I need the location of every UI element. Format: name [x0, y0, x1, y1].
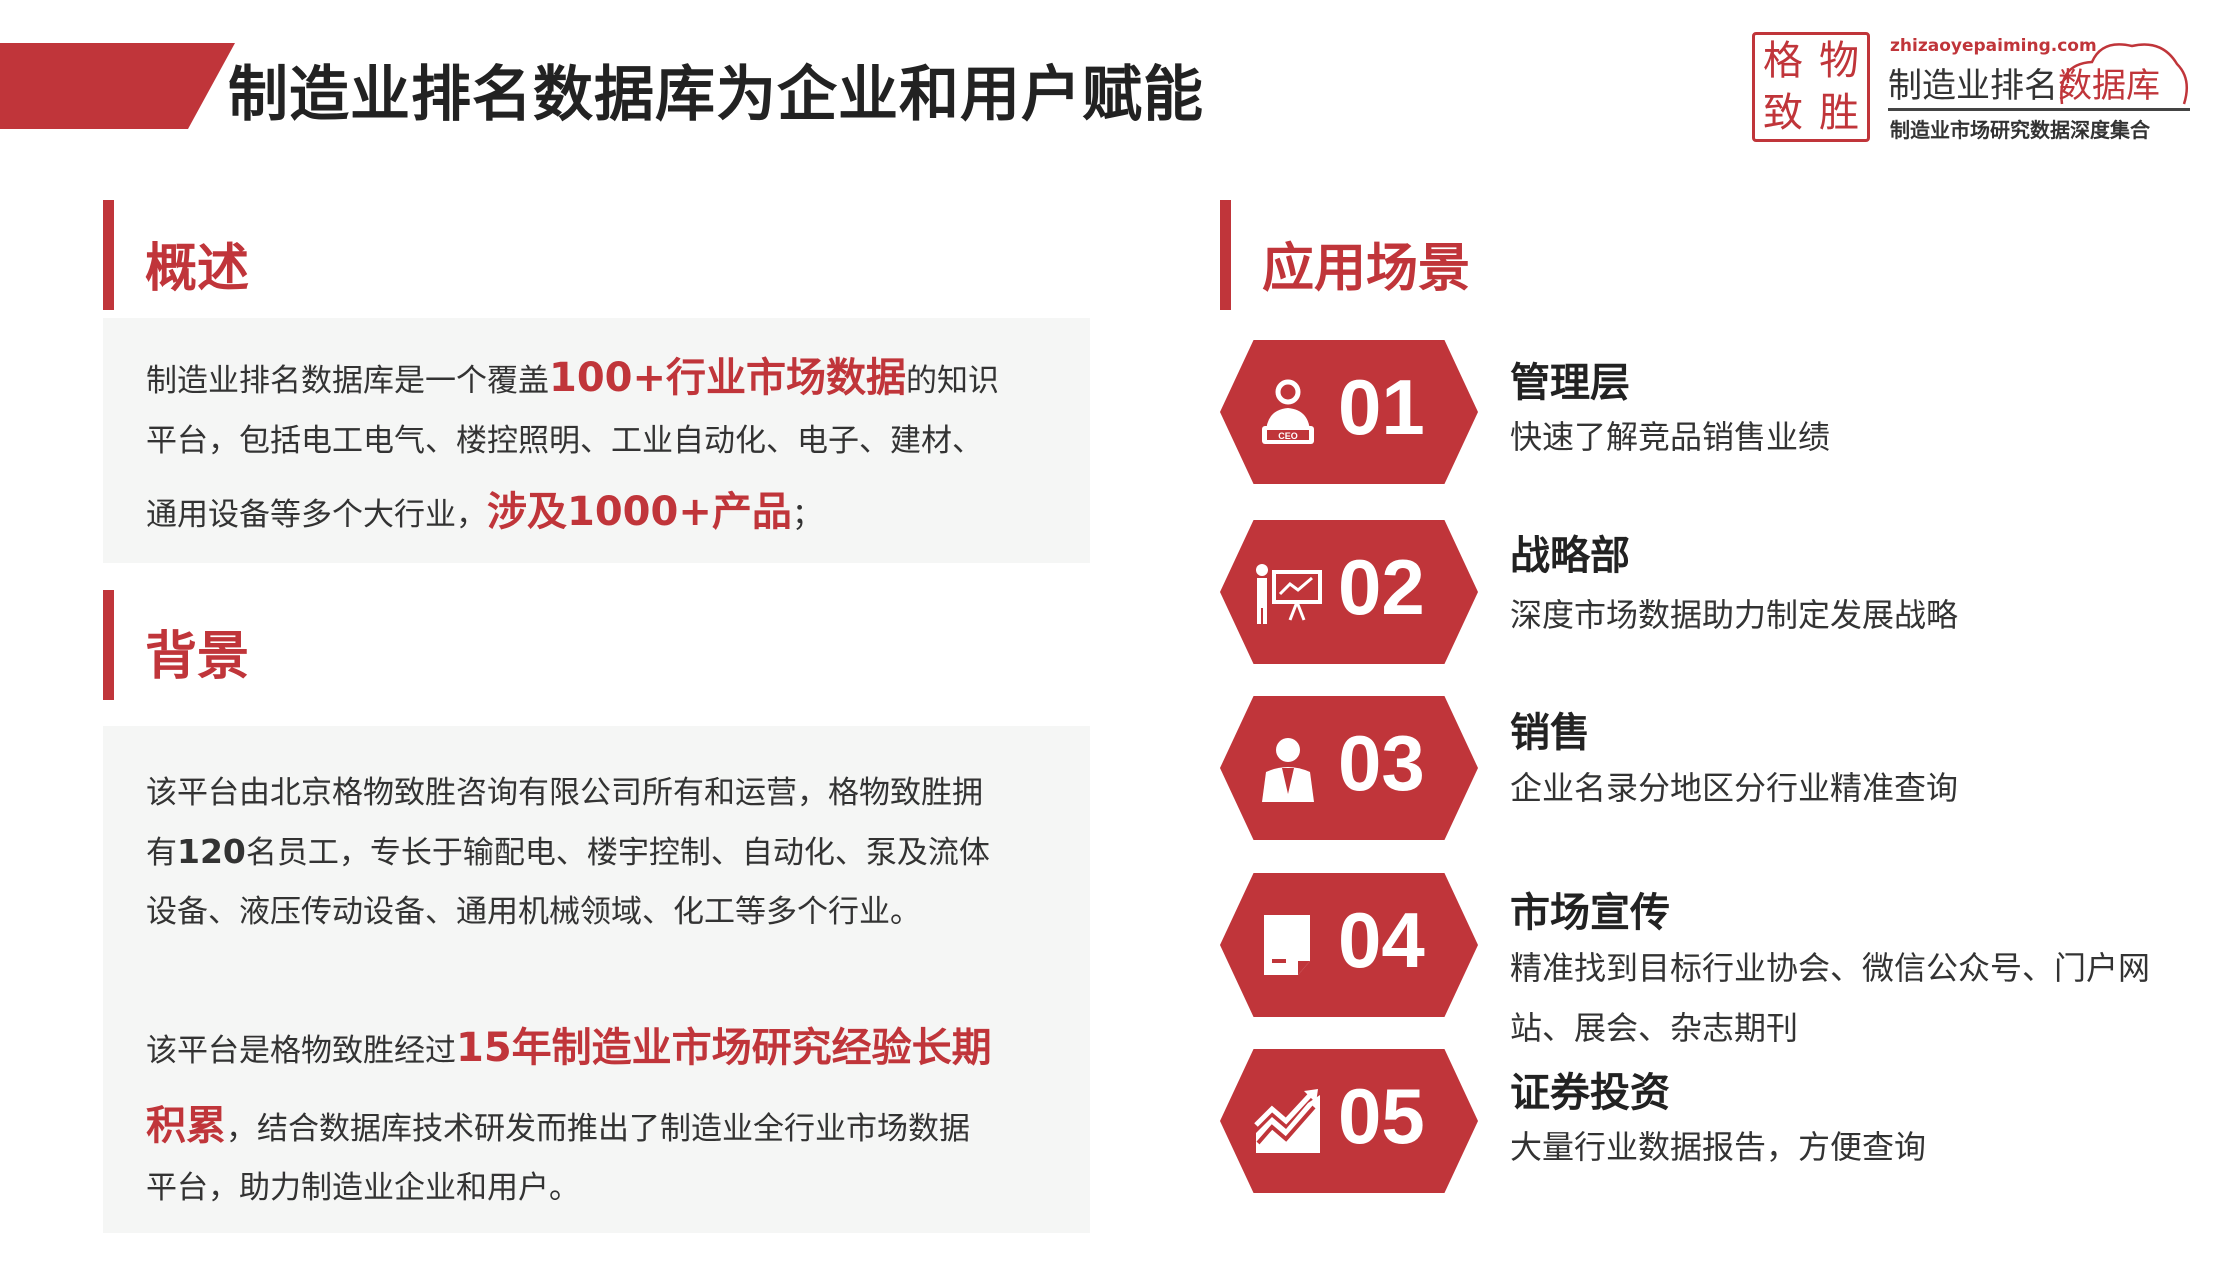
- overview-line: 制造业排名数据库是一个覆盖100+行业市场数据的知识: [146, 348, 999, 411]
- scenario-badge-04: 04: [1220, 873, 1478, 1017]
- background-line: 平台，助力制造业企业和用户。: [146, 1170, 580, 1206]
- logo-divider: [1888, 108, 2190, 111]
- scenario-number: 03: [1338, 719, 1425, 807]
- scenario-desc: 深度市场数据助力制定发展战略: [1510, 596, 1959, 634]
- overview-heading: 概述: [145, 239, 250, 299]
- text: 120: [177, 832, 246, 871]
- scenario-desc: 精准找到目标行业协会、微信公众号、门户网: [1510, 949, 2151, 987]
- logo-seal: 格物致胜: [1752, 32, 1870, 142]
- presentation-icon: [1256, 564, 1322, 624]
- text: ；: [791, 497, 823, 533]
- section-marker: [103, 590, 114, 700]
- scenario-number: 05: [1338, 1072, 1425, 1160]
- background-line: 该平台由北京格物致胜咨询有限公司所有和运营，格物致胜拥: [146, 775, 983, 811]
- logo-url: zhizaoyepaiming.com: [1890, 36, 2097, 56]
- overview-line: 平台，包括电工电气、楼控照明、工业自动化、电子、建材、: [146, 423, 983, 459]
- background-box: 该平台由北京格物致胜咨询有限公司所有和运营，格物致胜拥 有120名员工，专长于输…: [103, 726, 1090, 1233]
- text: 有: [146, 835, 177, 871]
- background-line: 设备、液压传动设备、通用机械领域、化工等多个行业。: [146, 894, 921, 930]
- background-line: 该平台是格物致胜经过15年制造业市场研究经验长期: [146, 1018, 992, 1081]
- scenario-desc: 站、展会、杂志期刊: [1510, 1009, 1799, 1047]
- scenario-desc: 企业名录分地区分行业精准查询: [1510, 769, 1959, 807]
- seal-char: 胜: [1819, 90, 1859, 136]
- highlight: 涉及1000+产品: [487, 489, 792, 535]
- cloud-icon: [2060, 43, 2189, 105]
- seal-char: 致: [1763, 90, 1803, 136]
- highlight: 积累: [146, 1103, 226, 1149]
- scenario-desc: 大量行业数据报告，方便查询: [1510, 1128, 1927, 1166]
- logo-tagline: 制造业市场研究数据深度集合: [1890, 118, 2150, 142]
- scenario-badge-02: 02: [1220, 520, 1478, 664]
- scenario-badge-01: CEO 01: [1220, 340, 1478, 484]
- section-marker: [1220, 200, 1231, 310]
- background-line: 有120名员工，专长于输配电、楼宇控制、自动化、泵及流体: [146, 827, 990, 878]
- ceo-icon: CEO: [1262, 379, 1314, 444]
- logo-name-red: 数据库: [2058, 66, 2160, 106]
- overview-box: 制造业排名数据库是一个覆盖100+行业市场数据的知识 平台，包括电工电气、楼控照…: [103, 318, 1090, 563]
- header-banner: [0, 43, 235, 129]
- scenario-number: 04: [1338, 896, 1425, 984]
- seal-char: 格: [1763, 38, 1803, 84]
- logo: 格物致胜 zhizaoyepaiming.com 制造业排名数据库 制造业市场研…: [1752, 32, 2192, 144]
- text: ，结合数据库技术研发而推出了制造业全行业市场数据: [226, 1111, 970, 1147]
- scenario-desc: 快速了解竞品销售业绩: [1510, 418, 1831, 456]
- scenario-badge-03: 03: [1220, 696, 1478, 840]
- scenario-badge-05: 05: [1220, 1049, 1478, 1193]
- overview-line: 通用设备等多个大行业，涉及1000+产品；: [146, 482, 823, 545]
- scenario-title: 市场宣传: [1510, 890, 1670, 936]
- text: 名员工，专长于输配电、楼宇控制、自动化、泵及流体: [245, 835, 990, 871]
- text: 制造业排名数据库是一个覆盖: [146, 363, 549, 399]
- svg-text:CEO: CEO: [1278, 431, 1298, 441]
- scenario-number: 01: [1338, 363, 1425, 451]
- scenarios-heading: 应用场景: [1262, 239, 1471, 299]
- scenario-title: 管理层: [1510, 360, 1630, 406]
- text: 该平台是格物致胜经过: [146, 1033, 456, 1069]
- scenario-title: 销售: [1510, 710, 1590, 756]
- salesperson-icon: [1262, 738, 1314, 802]
- scenario-title: 战略部: [1510, 533, 1630, 579]
- text: 的知识: [906, 363, 1000, 399]
- page-title: 制造业排名数据库为企业和用户赋能: [228, 60, 1204, 130]
- logo-name-dark: 制造业排名: [1888, 66, 2058, 106]
- highlight: 100+行业市场数据: [549, 355, 907, 401]
- background-heading: 背景: [145, 627, 250, 687]
- section-marker: [103, 200, 114, 310]
- scenario-number: 02: [1338, 543, 1425, 631]
- highlight: 15年制造业市场研究经验长期: [456, 1025, 992, 1071]
- seal-char: 物: [1819, 38, 1859, 84]
- scenario-title: 证券投资: [1510, 1070, 1670, 1116]
- trend-chart-icon: [1254, 1089, 1320, 1153]
- background-line: 积累，结合数据库技术研发而推出了制造业全行业市场数据: [146, 1096, 970, 1159]
- document-icon: [1264, 915, 1310, 975]
- text: 通用设备等多个大行业，: [146, 497, 487, 533]
